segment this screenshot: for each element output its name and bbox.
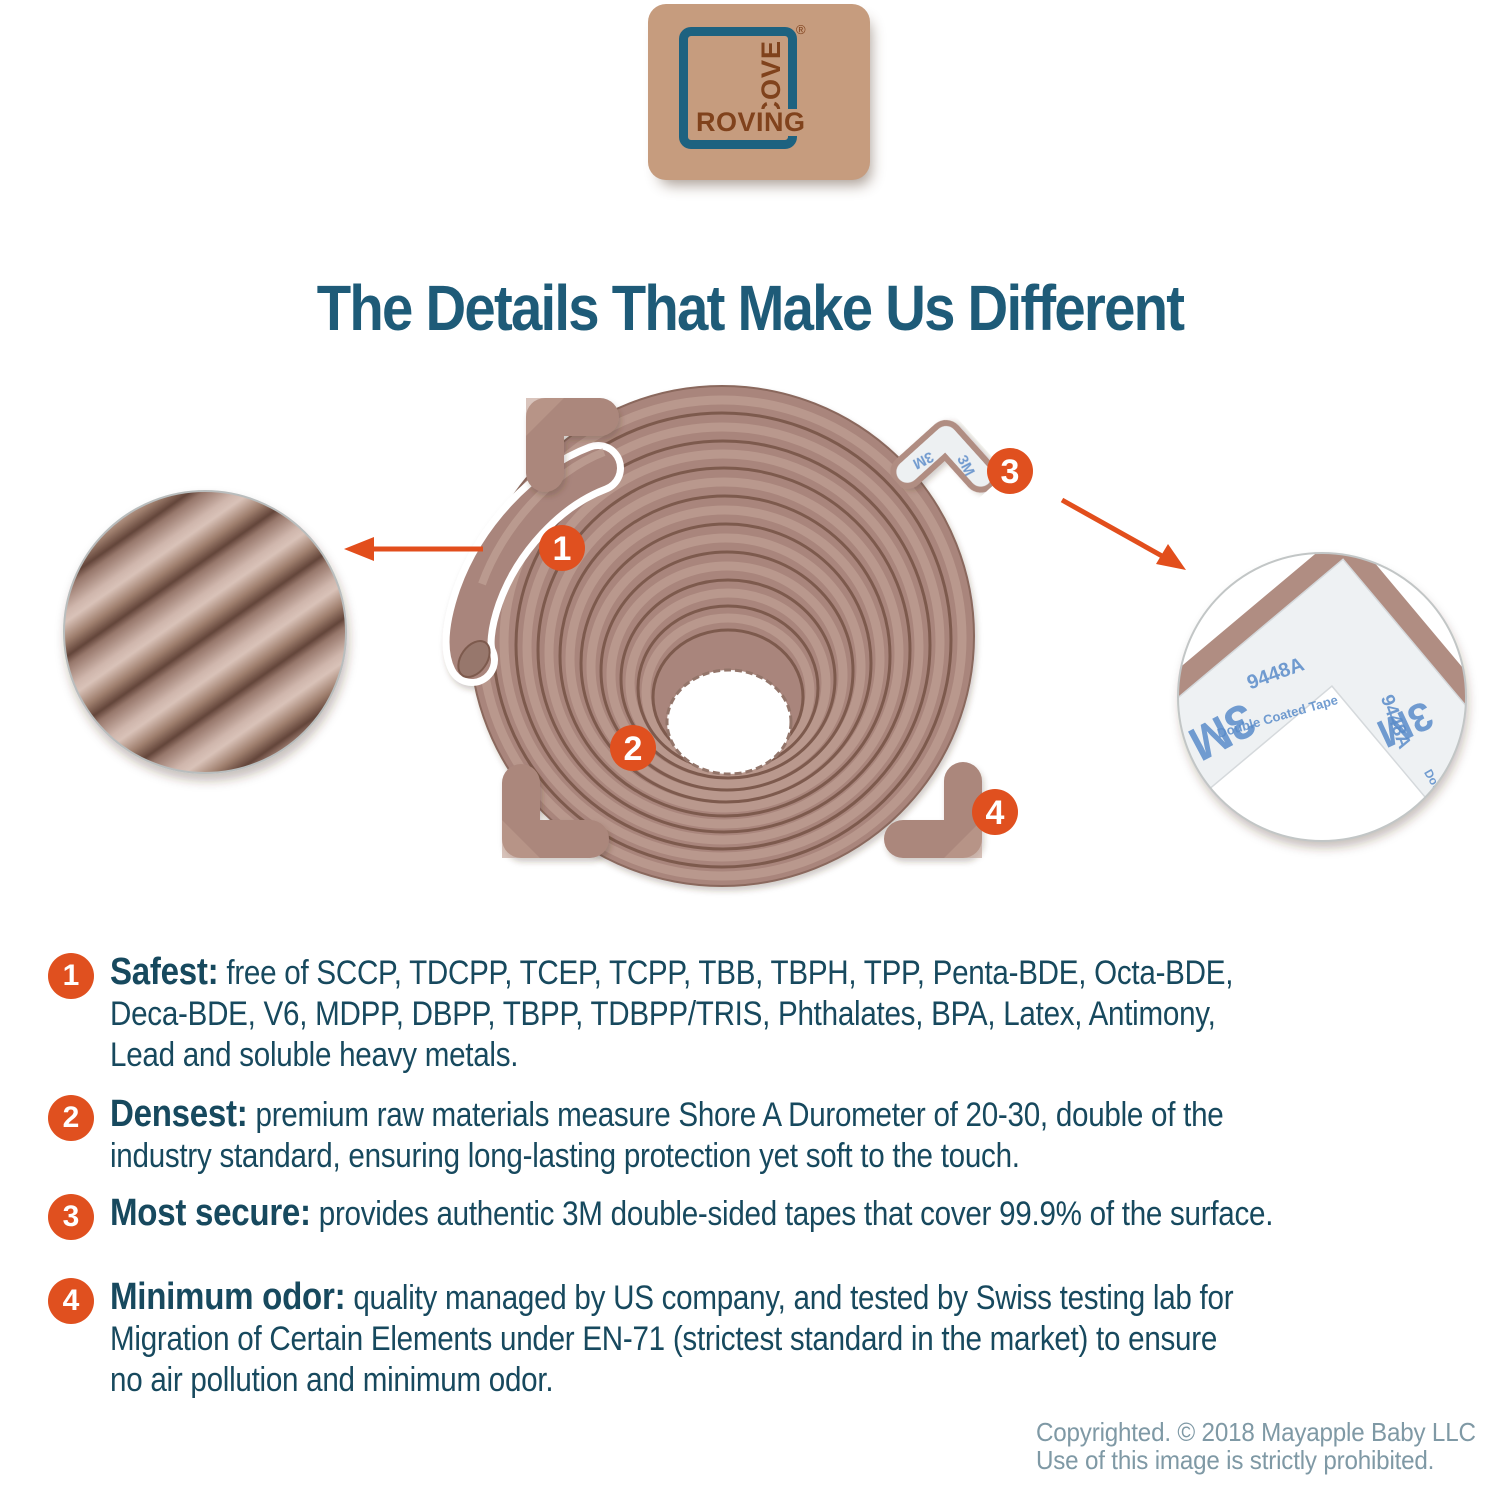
feature-badge-4: 4 [48, 1278, 94, 1324]
roving-cove-logo: COVE ROVING ® [648, 4, 870, 180]
feature-badge-3: 3 [48, 1194, 94, 1240]
page-title: The Details That Make Us Different [316, 271, 1185, 344]
feature-line: no air pollution and minimum odor. [110, 1361, 554, 1399]
feature-line: free of SCCP, TDCPP, TCEP, TCPP, TBB, TB… [226, 954, 1234, 992]
feature-item-densest: 2 Densest: premium raw materials measure… [48, 1094, 1478, 1177]
edge-protector-roll [442, 385, 975, 887]
corner-fold-highlight [502, 820, 540, 858]
svg-text:1: 1 [553, 530, 572, 568]
callout-badge-1 [539, 525, 585, 571]
svg-text:4: 4 [986, 794, 1005, 832]
foam-texture-detail-circle [63, 490, 347, 774]
feature-item-safest: 1 Safest: free of SCCP, TDCPP, TCEP, TCP… [48, 952, 1478, 1076]
feature-list: 1 Safest: free of SCCP, TDCPP, TCEP, TCP… [48, 952, 1478, 1401]
feature-text: Minimum odor: quality managed by US comp… [110, 1276, 1234, 1401]
copyright-line-2: Use of this image is strictly prohibited… [1036, 1445, 1435, 1475]
feature-text: Most secure: provides authentic 3M doubl… [110, 1193, 1273, 1235]
feature-lead: Minimum odor: [110, 1276, 346, 1318]
tape-detail-circle: 3M 3M 9448A 9448A Double Coated Tape Dou… [1177, 552, 1491, 874]
copyright-line-1: Copyrighted. © 2018 Mayapple Baby LLC [1036, 1417, 1476, 1447]
callout-badge-2 [610, 725, 656, 771]
callout-arrows [344, 497, 1186, 570]
feature-item-minimum-odor: 4 Minimum odor: quality managed by US co… [48, 1277, 1478, 1401]
feature-badge-2: 2 [48, 1095, 94, 1141]
callout-badge-3 [987, 448, 1033, 494]
feature-item-most-secure: 3 Most secure: provides authentic 3M dou… [48, 1193, 1478, 1240]
feature-line: quality managed by US company, and teste… [353, 1279, 1234, 1317]
arrow-right-head-icon [1156, 544, 1186, 570]
registered-trademark-mark: ® [796, 22, 806, 37]
feature-lead: Most secure: [110, 1192, 311, 1234]
logo-frame [679, 27, 797, 149]
feature-lead: Safest: [110, 951, 219, 993]
corner-fold-highlight [944, 820, 982, 858]
feature-text: Densest: premium raw materials measure S… [110, 1093, 1224, 1177]
brand-roving-label: ROVING [694, 107, 808, 137]
product-diagram: 3M 3M 9448A 9448A Double Coated Tape Dou… [63, 385, 1491, 887]
feature-lead: Densest: [110, 1093, 248, 1135]
callout-badges: 1 2 3 4 [539, 448, 1033, 835]
roll-tail-strip [442, 442, 624, 686]
feature-line: Deca-BDE, V6, MDPP, DBPP, TBPP, TDBPP/TR… [110, 995, 1216, 1033]
feature-line: Lead and soluble heavy metals. [110, 1036, 519, 1074]
roll-center-hole [665, 668, 793, 776]
feature-line: provides authentic 3M double-sided tapes… [318, 1195, 1274, 1233]
arrow-left-head-icon [344, 537, 374, 561]
feature-text: Safest: free of SCCP, TDCPP, TCEP, TCPP,… [110, 952, 1233, 1076]
tape-desc-text: Double Coated Tape [1421, 767, 1491, 874]
feature-line: industry standard, ensuring long-lasting… [110, 1137, 1020, 1175]
feature-line: premium raw materials measure Shore A Du… [255, 1096, 1224, 1134]
corner-fold-highlight [526, 398, 564, 436]
callout-badge-4 [972, 789, 1018, 835]
feature-line: Migration of Certain Elements under EN-7… [110, 1320, 1218, 1358]
feature-badge-1: 1 [48, 953, 94, 999]
copyright-notice: Copyrighted. © 2018 Mayapple Baby LLC Us… [1036, 1418, 1476, 1474]
svg-text:3: 3 [1001, 453, 1020, 491]
svg-text:2: 2 [624, 730, 643, 768]
corner-cushion-taped: 3M 3M [890, 420, 998, 493]
arrow-to-right-detail [1060, 497, 1164, 559]
